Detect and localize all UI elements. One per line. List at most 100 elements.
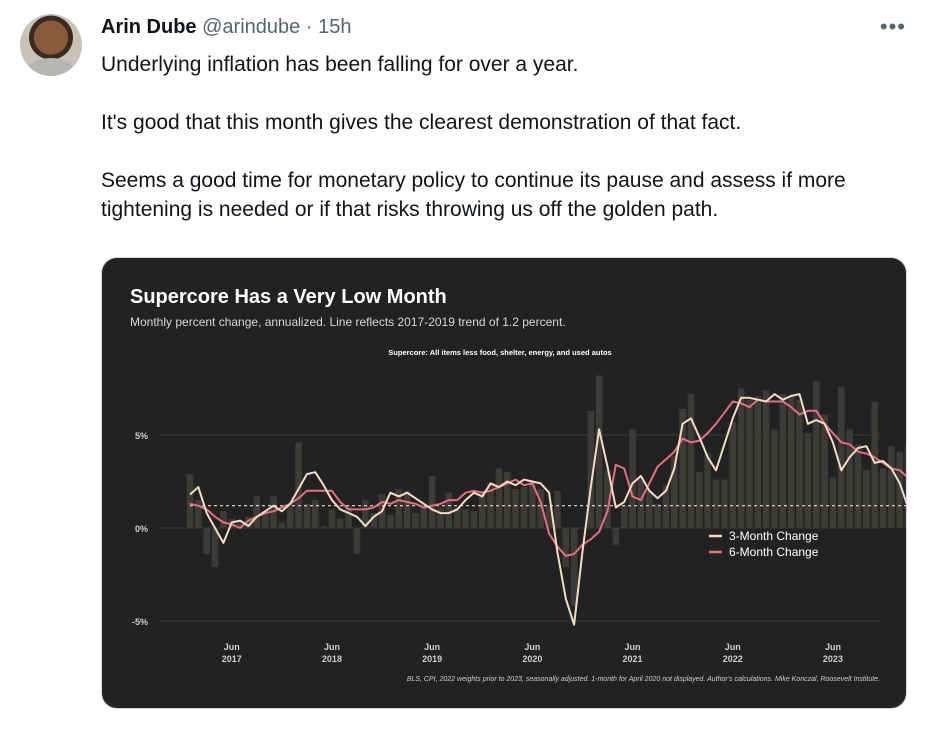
monthly-bar xyxy=(671,455,678,528)
more-options-icon[interactable]: ••• xyxy=(879,14,906,39)
tweet-header: Arin Dube @arindube · 15h xyxy=(101,16,351,39)
monthly-bar xyxy=(211,528,219,568)
monthly-bar xyxy=(529,481,536,528)
tweet-text: Underlying inflation has been falling fo… xyxy=(101,50,911,224)
legend-label: 6-Month Change xyxy=(729,545,819,559)
x-tick-year: 2020 xyxy=(522,654,542,664)
monthly-bar xyxy=(245,516,252,528)
monthly-bar xyxy=(821,414,828,528)
monthly-bar xyxy=(771,429,778,528)
monthly-bar xyxy=(311,500,319,528)
x-tick-year: 2022 xyxy=(723,654,743,664)
x-tick-month: Jun xyxy=(524,642,540,652)
monthly-bar xyxy=(896,451,904,528)
monthly-bar xyxy=(637,477,645,528)
monthly-bar xyxy=(520,487,528,528)
chart-legend: 3-Month Change 6-Month Change xyxy=(709,529,819,559)
monthly-bar xyxy=(345,505,352,528)
x-tick-month: Jun xyxy=(825,642,841,652)
monthly-bar xyxy=(428,475,436,528)
monthly-bar xyxy=(754,395,762,528)
chart-source: BLS, CPI, 2022 weights prior to 2023, se… xyxy=(407,676,880,683)
monthly-bar xyxy=(495,468,503,528)
author-handle[interactable]: @arindube xyxy=(202,16,301,38)
monthly-bar xyxy=(779,394,787,528)
monthly-bar xyxy=(504,472,511,528)
monthly-bar xyxy=(604,470,611,528)
monthly-bars xyxy=(186,375,906,607)
monthly-bar xyxy=(629,429,636,528)
monthly-bar xyxy=(512,488,519,528)
x-tick-month: Jun xyxy=(725,642,741,652)
monthly-bar xyxy=(437,507,444,528)
monthly-bar xyxy=(295,442,302,528)
monthly-bar xyxy=(470,511,478,528)
monthly-bar xyxy=(612,528,620,545)
monthly-bar xyxy=(687,394,695,528)
y-tick-label: -5% xyxy=(132,617,148,627)
monthly-bar xyxy=(236,520,244,528)
monthly-bar xyxy=(846,429,853,528)
monthly-bar xyxy=(654,503,661,528)
x-tick-year: 2021 xyxy=(623,654,643,664)
monthly-bar xyxy=(203,528,210,555)
chart-title: Supercore Has a Very Low Month xyxy=(130,286,447,308)
monthly-bar xyxy=(595,375,603,528)
author-name[interactable]: Arin Dube xyxy=(101,16,197,38)
monthly-bar xyxy=(888,446,895,528)
monthly-bar xyxy=(370,513,377,528)
monthly-bar xyxy=(453,507,461,528)
monthly-bar xyxy=(554,490,561,528)
monthly-bar xyxy=(762,390,770,528)
monthly-bar xyxy=(562,528,570,568)
monthly-bar xyxy=(387,514,394,528)
monthly-bar xyxy=(704,453,711,528)
monthly-bar xyxy=(796,399,803,528)
x-tick-year: 2023 xyxy=(823,654,843,664)
tweet-media-chart[interactable]: Supercore Has a Very Low Month Monthly p… xyxy=(101,257,907,709)
monthly-bar xyxy=(721,479,728,528)
monthly-bar xyxy=(195,500,202,528)
x-tick-month: Jun xyxy=(324,642,340,652)
legend-label: 3-Month Change xyxy=(729,529,819,543)
author-avatar[interactable] xyxy=(20,14,82,76)
monthly-bar xyxy=(746,399,753,528)
monthly-bar xyxy=(537,488,544,528)
monthly-bar xyxy=(696,472,703,528)
x-tick-month: Jun xyxy=(424,642,440,652)
y-tick-label: 0% xyxy=(135,524,148,534)
monthly-bar xyxy=(362,500,369,528)
monthly-bar xyxy=(412,513,419,528)
monthly-bar xyxy=(303,503,311,528)
x-tick-year: 2019 xyxy=(422,654,442,664)
monthly-bar xyxy=(804,433,812,528)
monthly-bar xyxy=(737,388,745,528)
monthly-bar xyxy=(904,442,906,528)
x-tick-month: Jun xyxy=(224,642,240,652)
series-lines: 2.7%1.1% xyxy=(189,393,906,626)
monthly-bar xyxy=(545,505,553,528)
monthly-bar xyxy=(729,421,737,528)
monthly-bar xyxy=(712,479,720,528)
monthly-bar xyxy=(863,470,870,528)
monthly-bar xyxy=(220,511,227,528)
monthly-bar xyxy=(662,485,670,528)
tweet-paragraph: Underlying inflation has been falling fo… xyxy=(101,53,579,76)
monthly-bar xyxy=(328,509,336,528)
monthly-bar xyxy=(478,490,486,528)
x-tick-year: 2017 xyxy=(222,654,242,664)
monthly-bar xyxy=(403,490,411,528)
tweet-timestamp[interactable]: 15h xyxy=(318,16,352,38)
monthly-bar xyxy=(679,408,686,528)
monthly-bar xyxy=(570,528,578,607)
monthly-bar xyxy=(261,511,269,528)
monthly-bar xyxy=(286,503,294,528)
six-month-line xyxy=(189,398,906,557)
monthly-bar xyxy=(871,401,878,528)
monthly-bar xyxy=(812,381,820,528)
tweet-paragraph: Seems a good time for monetary policy to… xyxy=(101,169,846,221)
tweet-paragraph: It's good that this month gives the clea… xyxy=(101,111,742,134)
monthly-bar xyxy=(420,503,428,528)
monthly-bar xyxy=(838,386,845,528)
monthly-bar xyxy=(186,474,194,528)
